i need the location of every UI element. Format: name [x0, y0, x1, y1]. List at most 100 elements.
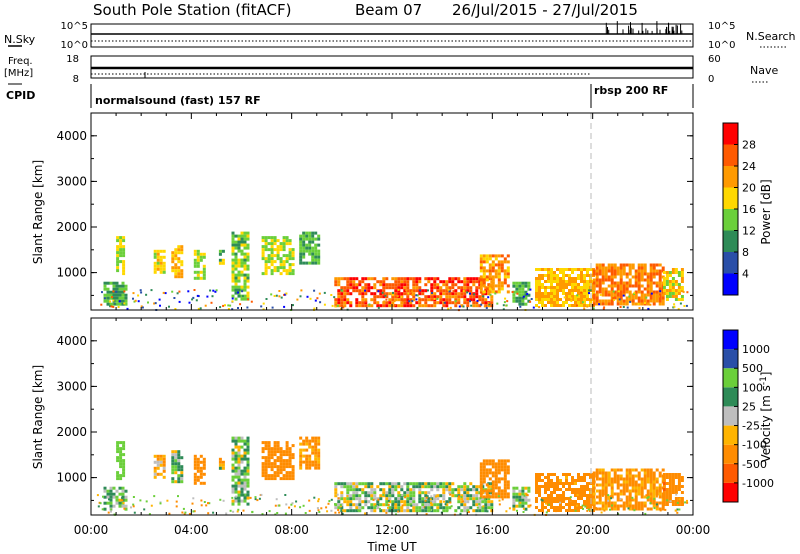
- data-region: [662, 473, 684, 506]
- colorbar-tick-label: 28: [742, 139, 756, 152]
- colorbar-tick-label: -25: [742, 420, 760, 433]
- data-region: [218, 457, 225, 470]
- freq-tick-bottom: 8: [73, 74, 79, 85]
- data-region: [193, 249, 206, 280]
- freq-panel: Freq. [MHz] 18 8 60 0 Nave: [4, 54, 778, 85]
- data-region: [171, 245, 184, 279]
- power-x-ticks: [90, 113, 694, 310]
- colorbar-segment: [723, 482, 738, 502]
- freq-label-1: Freq.: [8, 56, 33, 67]
- x-tick-label: 00:00: [74, 523, 109, 537]
- colorbar-segment: [723, 330, 738, 350]
- power-colorbar: 4 8 12 16 20 24 28: [722, 122, 756, 296]
- velocity-colorbar: -1000 -500 -100 -25 25 100 500 1000: [722, 329, 774, 503]
- data-region: [153, 454, 166, 479]
- nave-tick-bottom: 0: [708, 74, 714, 85]
- y-tick-label: 3000: [56, 174, 87, 188]
- x-axis-label: Time UT: [366, 540, 417, 554]
- date-title: 26/Jul/2015 - 27/Jul/2015: [452, 1, 638, 19]
- power-y-axis: 1000 2000 3000 4000: [56, 129, 693, 296]
- colorbar-segment: [723, 230, 738, 252]
- data-region: [299, 231, 321, 265]
- y-tick-label: 2000: [56, 425, 87, 439]
- data-region: [512, 281, 531, 306]
- nsky-tick-bottom: 10^0: [61, 40, 88, 51]
- freq-tick-top: 18: [66, 54, 79, 65]
- freq-label-2: [MHz]: [4, 68, 33, 79]
- colorbar-segment: [723, 387, 738, 407]
- data-region: [153, 249, 166, 274]
- colorbar-tick-label: 20: [742, 182, 756, 195]
- colorbar-segment: [723, 166, 738, 188]
- data-region: [479, 459, 510, 499]
- x-tick-label: 04:00: [174, 523, 209, 537]
- colorbar-tick-label: -100: [742, 439, 767, 452]
- data-region: [193, 454, 206, 485]
- colorbar-segment: [723, 123, 738, 145]
- velocity-y-axis: 1000 2000 3000 4000: [56, 334, 693, 501]
- colorbar-segment: [723, 368, 738, 388]
- colorbar-tick-label: -1000: [742, 477, 774, 490]
- colorbar-tick-label: 4: [742, 268, 749, 281]
- y-tick-label: 1000: [56, 471, 87, 485]
- colorbar-segment: [723, 406, 738, 426]
- x-tick-label: 20:00: [575, 523, 610, 537]
- data-region: [171, 450, 184, 484]
- velocity-panel: 1000 2000 3000 4000 00:00 04:00 08:00 12:00 16:…: [31, 317, 774, 554]
- nsky-tick-top: 10^5: [61, 21, 88, 32]
- colorbar-tick-label: 1000: [742, 343, 770, 356]
- x-tick-label: 00:00: [676, 523, 711, 537]
- nsearch-label: N.Search: [746, 30, 796, 43]
- data-region: [231, 436, 250, 506]
- power-colorbar-label: Power [dB]: [759, 179, 773, 244]
- nsky-label: N.Sky: [4, 33, 36, 46]
- nsearch-spikes: [605, 21, 683, 34]
- data-region: [512, 486, 531, 511]
- data-region: [218, 249, 225, 265]
- nsky-panel: N.Sky 10^5 10^0 10^5 10^0 N.Search: [4, 21, 796, 51]
- power-ylabel: Slant Range [km]: [31, 160, 45, 264]
- cpid-segment-1: normalsound (fast) 157 RF: [95, 94, 261, 107]
- colorbar-tick-label: 100: [742, 381, 763, 394]
- colorbar-segment: [723, 425, 738, 445]
- colorbar-segment: [723, 144, 738, 166]
- y-tick-label: 4000: [56, 129, 87, 143]
- nsearch-tick-bottom: 10^0: [708, 40, 735, 51]
- data-region: [116, 236, 126, 276]
- colorbar-segment: [723, 209, 738, 231]
- data-region: [334, 482, 494, 513]
- data-region: [261, 236, 295, 276]
- colorbar-segment: [723, 252, 738, 274]
- colorbar-segment: [723, 444, 738, 464]
- cpid-label: CPID: [6, 89, 35, 102]
- velocity-x-axis: 00:00 04:00 08:00 12:00 16:00 20:00 00:00: [74, 318, 711, 537]
- data-region: [299, 436, 321, 470]
- data-region: [592, 468, 665, 511]
- colorbar-tick-label: 500: [742, 362, 763, 375]
- x-tick-label: 12:00: [375, 523, 410, 537]
- colorbar-tick-label: 8: [742, 246, 749, 259]
- nsearch-tick-top: 10^5: [708, 21, 735, 32]
- power-data: [100, 231, 689, 312]
- colorbar-tick-label: 16: [742, 203, 756, 216]
- cpid-panel: CPID normalsound (fast) 157 RF rbsp 200 …: [6, 83, 694, 108]
- station-title: South Pole Station (fitACF): [93, 1, 291, 19]
- velocity-data: [96, 436, 689, 516]
- velocity-colorbar-label: Velocity [m s-1]: [759, 372, 773, 463]
- power-plot-background: [91, 113, 693, 310]
- speckle-points: [100, 288, 689, 312]
- beam-title: Beam 07: [355, 1, 422, 19]
- colorbar-tick-label: -500: [742, 458, 767, 471]
- cpid-segment-2: rbsp 200 RF: [594, 84, 668, 97]
- colorbar-tick-label: 24: [742, 160, 756, 173]
- velocity-ylabel: Slant Range [km]: [31, 365, 45, 469]
- data-region: [662, 268, 684, 301]
- data-region: [479, 254, 510, 294]
- nave-tick-top: 60: [708, 54, 721, 65]
- y-tick-label: 2000: [56, 220, 87, 234]
- colorbar-segment: [723, 273, 738, 295]
- power-panel: 1000 2000 3000 4000 Slant Range [km] 4 8 12 16…: [31, 112, 773, 312]
- colorbar-segment: [723, 187, 738, 209]
- data-region: [261, 441, 295, 481]
